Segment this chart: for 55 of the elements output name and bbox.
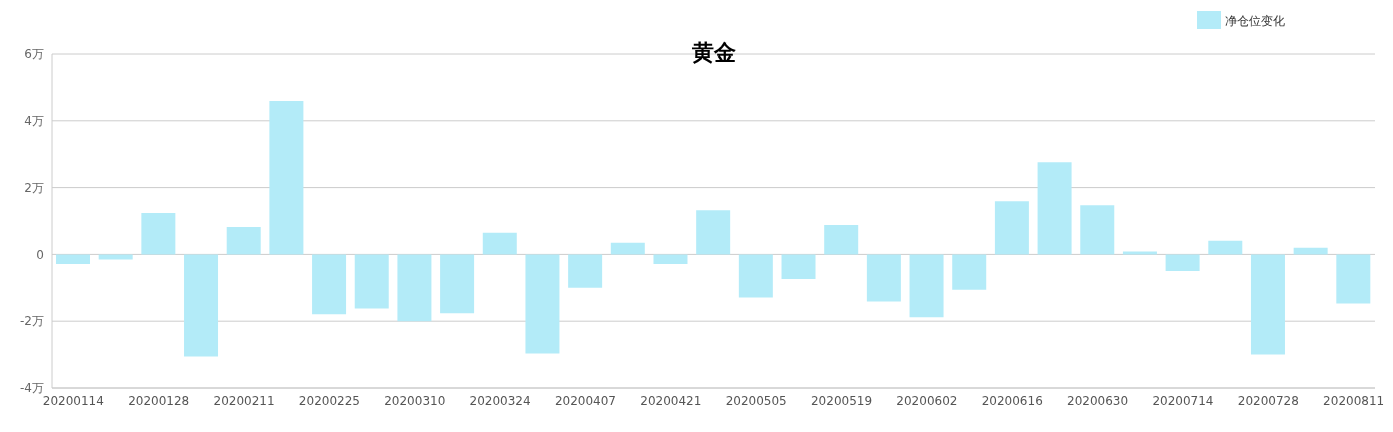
bar <box>226 227 261 255</box>
y-tick-label: -4万 <box>20 381 44 396</box>
bar <box>568 254 603 288</box>
x-tick-label: 20200225 <box>298 393 360 408</box>
bar <box>994 201 1029 255</box>
bar <box>1037 162 1072 255</box>
x-tick-label: 20200811 <box>1323 393 1385 408</box>
bar <box>738 254 773 298</box>
x-tick-label: 20200602 <box>896 393 958 408</box>
y-tick-label: 6万 <box>24 47 44 62</box>
bar <box>141 212 176 255</box>
bar <box>184 254 219 357</box>
bar <box>696 210 731 255</box>
bar <box>1336 254 1371 304</box>
x-tick-label: 20200505 <box>725 393 787 408</box>
bar <box>824 225 859 255</box>
bar <box>525 254 560 354</box>
y-tick-label: 2万 <box>24 180 44 195</box>
bar <box>312 254 347 315</box>
x-tick-label: 20200630 <box>1067 393 1129 408</box>
y-tick-label: 4万 <box>24 114 44 129</box>
chart-title: 黄金 <box>690 38 737 67</box>
bar <box>1293 247 1328 255</box>
bar <box>354 254 389 309</box>
bar <box>781 254 816 280</box>
bar <box>909 254 944 318</box>
y-tick-label: -2万 <box>20 314 44 329</box>
bar <box>56 254 90 265</box>
x-tick-label: 20200211 <box>213 393 275 408</box>
bar <box>1122 251 1157 255</box>
x-tick-label: 20200421 <box>640 393 702 408</box>
bar <box>866 254 901 302</box>
legend-label: 净仓位变化 <box>1225 13 1285 28</box>
x-tick-label: 20200310 <box>384 393 446 408</box>
x-tick-label: 20200114 <box>42 393 104 408</box>
x-tick-label: 20200714 <box>1152 393 1214 408</box>
x-tick-label: 20200616 <box>981 393 1043 408</box>
bar <box>1208 240 1243 255</box>
bar <box>1165 254 1200 272</box>
bar <box>952 254 987 290</box>
x-tick-label: 20200728 <box>1237 393 1299 408</box>
bar <box>98 254 133 260</box>
x-tick-label: 20200324 <box>469 393 531 408</box>
bar <box>440 254 475 314</box>
bar <box>482 232 517 255</box>
bar <box>653 254 688 265</box>
x-tick-label: 20200519 <box>810 393 873 408</box>
y-tick-label: 0 <box>36 247 44 262</box>
x-tick-label: 20200407 <box>554 393 617 408</box>
bar <box>1080 205 1115 255</box>
bar <box>610 242 645 255</box>
bar <box>1250 254 1285 355</box>
x-tick-label: 20200128 <box>128 393 190 408</box>
bar <box>397 254 432 322</box>
bar <box>269 101 304 255</box>
